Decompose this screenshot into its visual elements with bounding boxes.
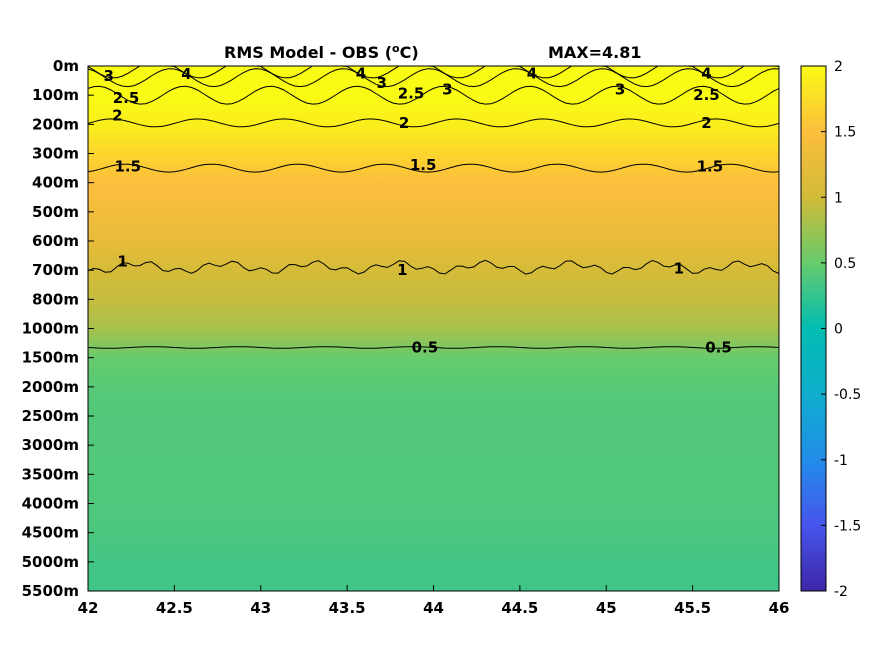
max-label: MAX=4.81 — [548, 43, 642, 62]
contour-label: 1.5 — [697, 158, 724, 176]
y-tick-label: 4500m — [22, 524, 79, 542]
contour-label: 3 — [104, 67, 114, 85]
x-axis: 42 42.5 43 43.5 44 44.5 45 45.5 46 — [78, 585, 790, 617]
colorbar-tick-label: 0.5 — [834, 256, 856, 272]
y-tick-label: 300m — [32, 145, 79, 163]
colorbar-tick-label: 1 — [834, 190, 843, 206]
contour-label: 0.5 — [705, 338, 732, 356]
y-tick-label: 2000m — [22, 378, 79, 396]
contour-line-0.5 — [87, 346, 780, 349]
y-tick-label: 5500m — [22, 582, 79, 600]
contour-line-2 — [87, 118, 780, 128]
y-tick-label: 500m — [32, 203, 79, 221]
y-tick-label: 2500m — [22, 407, 79, 425]
x-tick-label: 42 — [78, 599, 99, 617]
colorbar: 2 1.5 1 0.5 0 -0.5 -1 -1.5 -2 — [800, 59, 861, 600]
y-tick-label: 800m — [32, 290, 79, 308]
y-tick-label: 200m — [32, 115, 79, 133]
title-main: RMS Model - OBS ( — [224, 43, 392, 62]
contour-line-1 — [87, 259, 780, 275]
colorbar-tick-label: 2 — [834, 59, 843, 75]
y-tick-label: 1500m — [22, 349, 79, 367]
plot-area — [87, 65, 780, 592]
contour-label: 4 — [527, 64, 537, 82]
contour-label: 1 — [674, 260, 684, 278]
contour-label: 2 — [701, 114, 711, 132]
x-tick-label: 43.5 — [329, 599, 366, 617]
contour-label: 4 — [356, 64, 366, 82]
contour-label: 4 — [701, 64, 711, 82]
y-tick-label: 4000m — [22, 495, 79, 513]
y-tick-label: 700m — [32, 261, 79, 279]
contour-label: 3 — [442, 80, 452, 98]
contour-label: 2.5 — [398, 85, 425, 103]
title-unit-suffix: C) — [400, 43, 419, 62]
y-tick-label: 0m — [53, 57, 79, 75]
chart-title: RMS Model - OBS (oC) — [224, 42, 419, 63]
y-tick-label: 1000m — [22, 320, 79, 338]
contour-line-1.5 — [87, 163, 780, 173]
colorbar-tick-label: -2 — [834, 584, 848, 600]
contour-label: 2 — [399, 114, 409, 132]
contour-label: 1 — [397, 261, 407, 279]
y-tick-label: 5000m — [22, 553, 79, 571]
y-tick-label: 3500m — [22, 465, 79, 483]
title-unit-sup: o — [392, 42, 400, 55]
contour-label: 1 — [117, 252, 127, 270]
colorbar-tick-label: 0 — [834, 322, 843, 338]
contour-line-4 — [87, 65, 780, 79]
contour-label: 0.5 — [412, 338, 439, 356]
contour-label: 3 — [615, 80, 625, 98]
contour-label: 2.5 — [693, 86, 720, 104]
contour-label: 3 — [376, 74, 386, 92]
x-tick-label: 46 — [769, 599, 790, 617]
contour-label: 2.5 — [113, 89, 140, 107]
x-tick-label: 42.5 — [156, 599, 193, 617]
colorbar-tick-label: -0.5 — [834, 387, 861, 403]
contour-label: 2 — [112, 107, 122, 125]
x-tick-label: 44.5 — [501, 599, 538, 617]
x-tick-label: 43 — [250, 599, 271, 617]
y-tick-label: 100m — [32, 86, 79, 104]
contour-line-2.5 — [87, 85, 780, 105]
x-tick-label: 44 — [423, 599, 444, 617]
y-tick-label: 600m — [32, 232, 79, 250]
contour-label: 1.5 — [114, 158, 141, 176]
contour-line-3 — [87, 68, 780, 88]
y-tick-label: 400m — [32, 174, 79, 192]
contour-label: 1.5 — [410, 156, 437, 174]
x-tick-label: 45.5 — [674, 599, 711, 617]
colorbar-tick-label: -1.5 — [834, 518, 861, 534]
heatmap-field — [88, 66, 779, 591]
contour-label: 4 — [181, 65, 191, 83]
x-tick-label: 45 — [596, 599, 617, 617]
colorbar-tick-label: 1.5 — [834, 125, 856, 141]
y-tick-label: 3000m — [22, 436, 79, 454]
colorbar-tick-label: -1 — [834, 453, 848, 469]
contour-lines — [87, 65, 780, 349]
y-axis: 0m 100m 200m 300m 400m 500m 600m 700m 800m 1000m 1… — [22, 57, 94, 600]
